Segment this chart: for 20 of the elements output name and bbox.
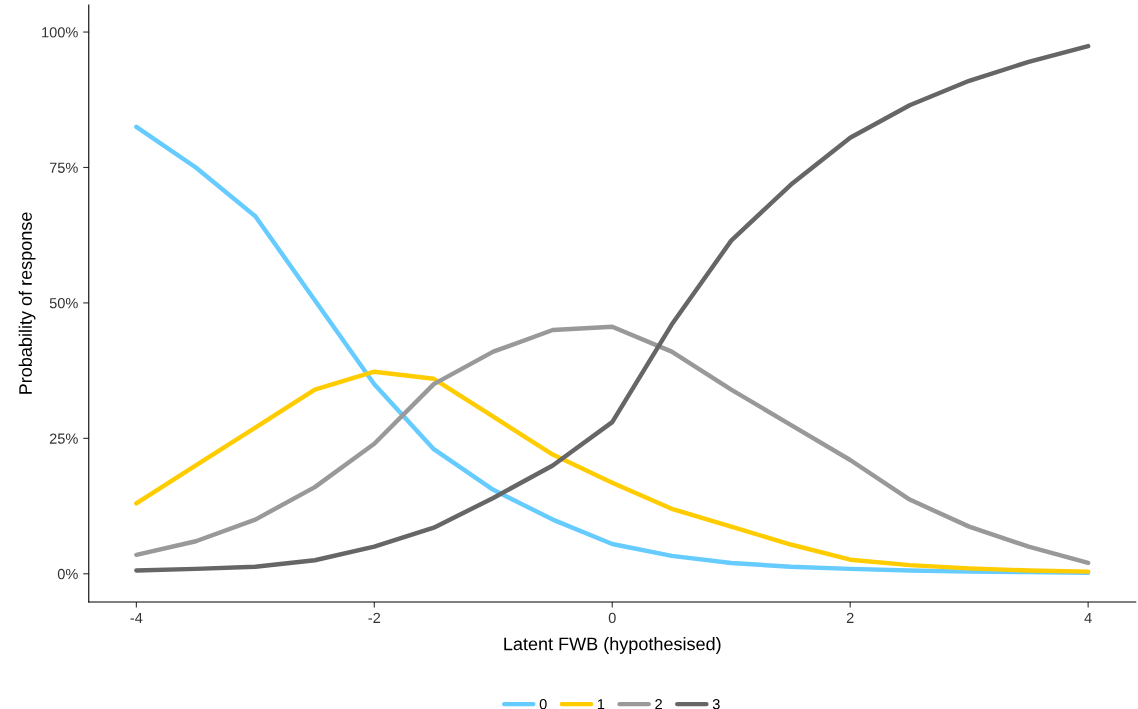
legend-label: 1 xyxy=(597,699,605,709)
legend-label: 3 xyxy=(712,699,720,709)
line-series xyxy=(134,124,1091,575)
legend-label: 2 xyxy=(655,699,662,709)
line-series xyxy=(134,43,1091,573)
line-series xyxy=(134,324,1091,566)
x-tick-label: -2 xyxy=(368,612,381,623)
x-tick-label: -4 xyxy=(130,612,143,623)
x-tick-label: 4 xyxy=(1084,612,1092,623)
x-axis-title: Latent FWB (hypothesised) xyxy=(504,637,721,654)
x-tick-label: 2 xyxy=(846,612,854,623)
legend-label: 0 xyxy=(539,699,547,709)
y-tick-label: 100% xyxy=(42,27,78,38)
y-axis-title: Probability of response xyxy=(18,212,36,394)
line-series xyxy=(134,369,1091,574)
y-tick-label: 0% xyxy=(57,568,78,580)
y-tick-label: 50% xyxy=(49,298,78,309)
x-tick-label: 0 xyxy=(608,612,616,624)
y-tick-label: 75% xyxy=(49,162,78,173)
y-tick-label: 25% xyxy=(49,433,78,444)
